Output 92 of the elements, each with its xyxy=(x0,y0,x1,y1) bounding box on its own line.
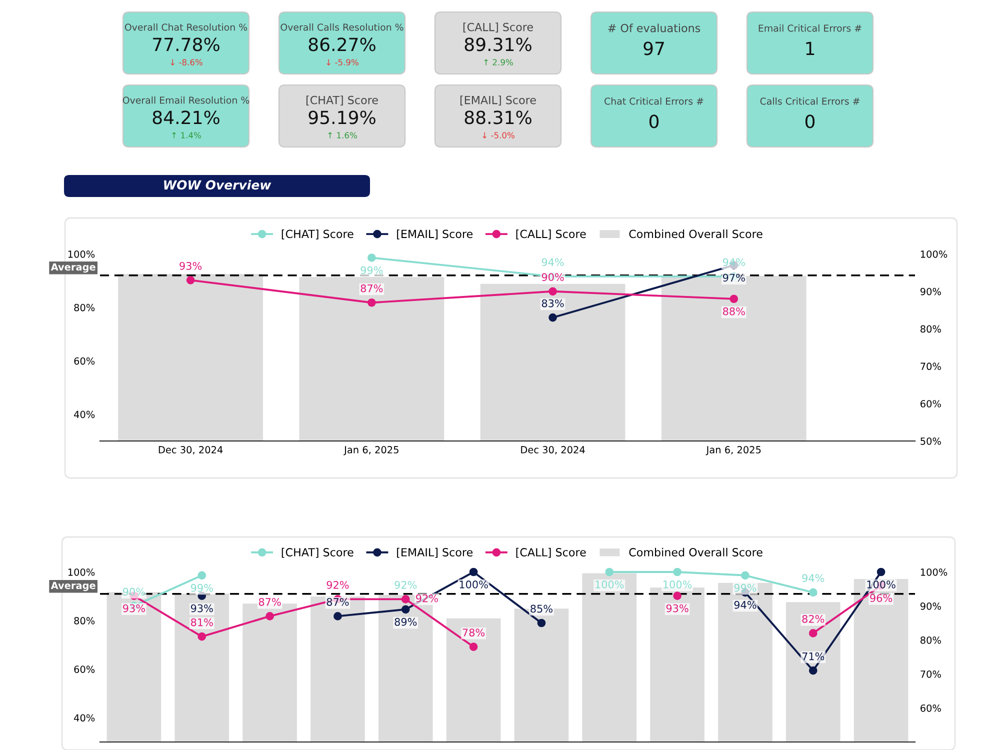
data-label: 90% xyxy=(542,273,564,282)
text: 95.19% xyxy=(308,110,376,124)
text: 86.27% xyxy=(308,38,376,52)
data-label: 93% xyxy=(666,604,688,612)
text: ↓ -8.6% xyxy=(170,59,202,66)
data-label: 96% xyxy=(870,594,892,602)
y2-tick-label: 60% xyxy=(920,400,941,408)
data-label: 94% xyxy=(734,600,756,609)
text: ↓ -5.0% xyxy=(482,132,514,138)
data-label: 92% xyxy=(326,580,349,589)
text: 89.31% xyxy=(464,38,532,52)
legend-label: Combined Overall Score xyxy=(629,548,762,556)
data-label: 87% xyxy=(360,284,383,292)
legend-label: [EMAIL] Score xyxy=(397,230,473,240)
y2-tick-label: 60% xyxy=(920,704,941,712)
text: ↑ 1.6% xyxy=(328,132,357,138)
data-label: 93% xyxy=(123,604,145,612)
data-label: 100% xyxy=(460,580,488,588)
legend-label: [EMAIL] Score xyxy=(397,548,473,558)
y-tick-label: 40% xyxy=(74,714,95,722)
x-tick-label: Dec 30, 2024 xyxy=(158,446,223,454)
data-label: 94% xyxy=(542,258,564,266)
category-label: Calls Critical Errors # xyxy=(760,97,860,105)
ref-line-label: Average xyxy=(50,263,96,273)
legend-label: [CALL] Score xyxy=(516,548,586,558)
text: 88.31% xyxy=(464,110,532,124)
text: ↓ -5.9% xyxy=(326,59,358,66)
y2-tick-label: 90% xyxy=(920,288,941,296)
y2-tick-label: 50% xyxy=(920,437,941,445)
text: ↑ 2.9% xyxy=(484,59,513,66)
category-label: Overall Calls Resolution % xyxy=(280,23,404,31)
data-label: 93% xyxy=(190,604,213,612)
data-label: 90% xyxy=(123,588,145,596)
y2-tick-label: 100% xyxy=(920,568,948,576)
text: 0 xyxy=(805,114,815,128)
y-tick-label: 60% xyxy=(74,666,95,673)
data-label: 94% xyxy=(802,574,824,582)
data-label: 97% xyxy=(722,274,745,282)
text: 97 xyxy=(644,42,664,56)
data-label: 87% xyxy=(258,598,281,606)
data-label: 94% xyxy=(722,258,745,266)
text: ↑ 1.4% xyxy=(172,132,201,138)
data-label: 85% xyxy=(530,604,552,613)
data-label: 99% xyxy=(190,584,213,592)
y2-tick-label: 80% xyxy=(920,325,941,333)
y-tick-label: 40% xyxy=(74,410,95,418)
data-label: 92% xyxy=(394,580,417,589)
category-label: Overall Email Resolution % xyxy=(122,96,250,104)
y-tick-label: 80% xyxy=(74,304,95,312)
data-label: 71% xyxy=(802,652,824,660)
x-tick-label: Jan 6, 2025 xyxy=(344,446,398,456)
text: 1 xyxy=(806,42,814,55)
category-label: [CALL] Score xyxy=(463,22,533,33)
data-label: 87% xyxy=(326,598,349,606)
y-tick-label: 60% xyxy=(74,357,95,365)
data-label: 88% xyxy=(723,307,745,316)
data-label: 78% xyxy=(462,628,485,636)
y-tick-label: 80% xyxy=(74,617,95,624)
y-tick-label: 100% xyxy=(68,568,95,576)
legend-label: [CHAT] Score xyxy=(282,548,354,558)
legend-label: [CHAT] Score xyxy=(282,230,354,240)
x-tick-label: Jan 6, 2025 xyxy=(706,446,761,456)
data-label: 100% xyxy=(664,580,692,588)
category-label: Email Critical Errors # xyxy=(758,24,862,32)
data-label: 92% xyxy=(416,594,438,602)
category-label: # Of evaluations xyxy=(608,24,700,32)
category-label: Overall Chat Resolution % xyxy=(124,23,248,31)
data-label: 99% xyxy=(360,266,383,274)
data-label: 82% xyxy=(802,614,824,623)
ref-line-label: Average xyxy=(50,582,96,592)
y2-tick-label: 90% xyxy=(920,602,941,610)
y2-tick-label: 80% xyxy=(920,636,941,644)
text: 77.78% xyxy=(153,38,220,52)
x-tick-label: Dec 30, 2024 xyxy=(521,446,585,454)
y-tick-label: 100% xyxy=(68,250,95,258)
legend-label: Combined Overall Score xyxy=(629,230,762,238)
data-label: 89% xyxy=(394,618,417,626)
chart-title: WOW Overview xyxy=(164,180,272,190)
category-label: [CHAT] Score xyxy=(306,96,378,106)
text: 0 xyxy=(649,114,659,128)
category-label: Chat Critical Errors # xyxy=(604,97,704,105)
category-label: [EMAIL] Score xyxy=(460,96,536,106)
data-label: 99% xyxy=(734,584,756,592)
text: 84.21% xyxy=(152,110,220,124)
data-label: 83% xyxy=(542,299,564,308)
data-label: 100% xyxy=(596,580,624,588)
data-label: 81% xyxy=(191,618,213,626)
y2-tick-label: 100% xyxy=(920,250,948,258)
y2-tick-label: 70% xyxy=(920,362,941,370)
legend-label: [CALL] Score xyxy=(516,230,586,240)
data-label: 93% xyxy=(180,262,202,270)
y2-tick-label: 70% xyxy=(920,670,941,678)
